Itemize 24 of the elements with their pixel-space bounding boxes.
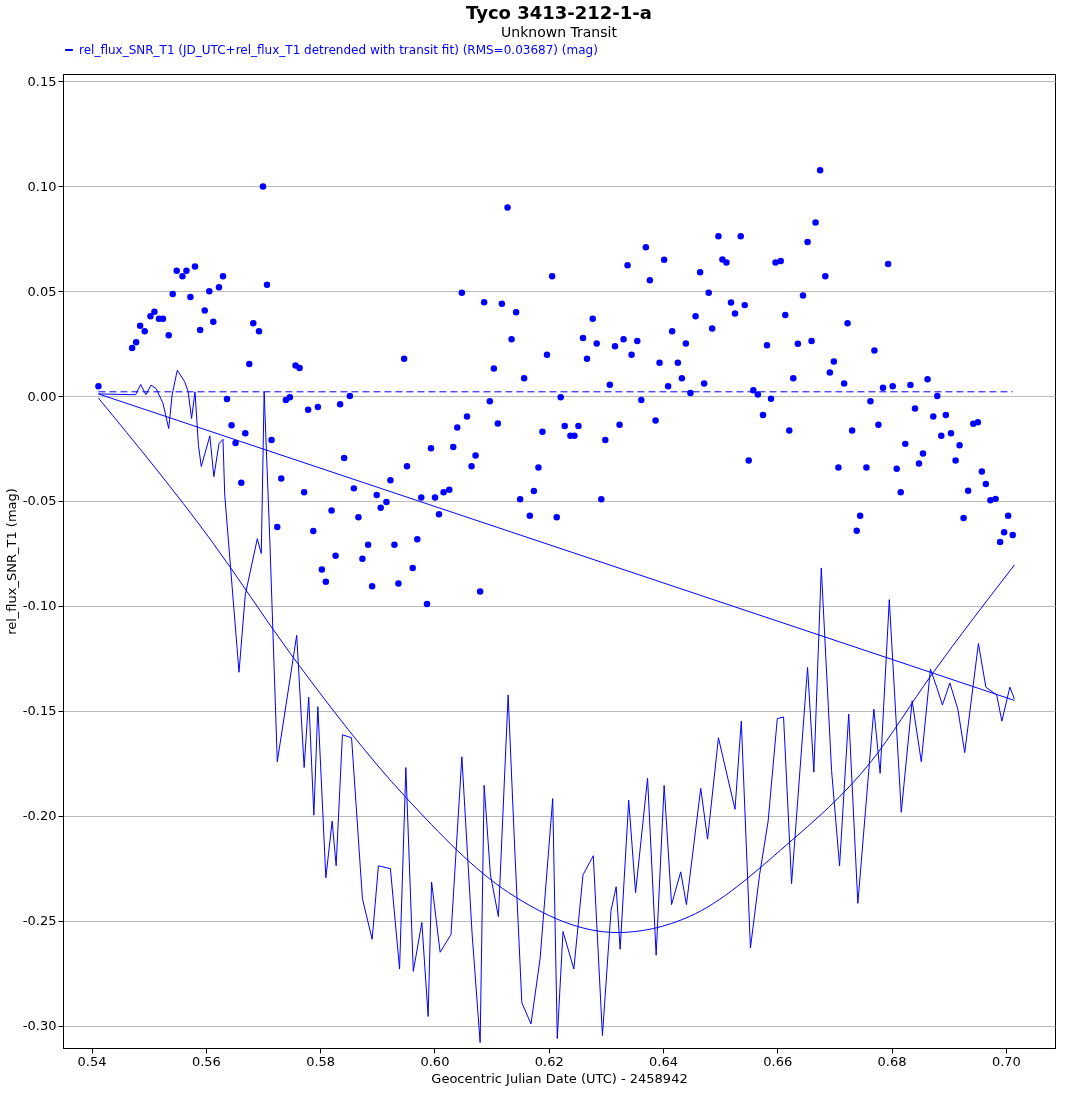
x-tick-label: 0.58 (306, 1053, 336, 1069)
y-tick-label: -0.30 (22, 1018, 57, 1034)
chart-title: Tyco 3413-212-1-a (466, 2, 652, 23)
chart-subtitle: Unknown Transit (501, 24, 618, 40)
y-axis-title: rel_flux_SNR_T1 (mag) (3, 488, 19, 635)
y-tick-label: -0.05 (22, 493, 57, 509)
y-tick-label: 0.10 (27, 178, 57, 194)
y-tick-label: -0.15 (22, 703, 57, 719)
x-tick-label: 0.56 (191, 1053, 221, 1069)
y-tick-label: -0.10 (22, 598, 57, 614)
x-tick-label: 0.70 (991, 1053, 1021, 1069)
legend-label: rel_flux_SNR_T1 (JD_UTC+rel_flux_T1 detrended with transit fit) (RMS=0.03687) (mag) (79, 43, 598, 57)
y-tick-label: 0.05 (27, 283, 57, 299)
x-tick-label: 0.68 (877, 1053, 907, 1069)
x-tick-label: 0.66 (763, 1053, 793, 1069)
x-tick-label: 0.64 (649, 1053, 678, 1069)
x-tick-label: 0.54 (77, 1053, 107, 1069)
x-axis-title: Geocentric Julian Date (UTC) - 2458942 (431, 1070, 688, 1086)
x-tick-label: 0.60 (420, 1053, 450, 1069)
y-tick-label: 0.15 (27, 73, 57, 89)
y-tick-label: -0.25 (22, 913, 57, 929)
y-tick-label: -0.20 (22, 808, 57, 824)
x-tick-label: 0.62 (534, 1053, 564, 1069)
y-tick-label: 0.00 (27, 388, 57, 404)
